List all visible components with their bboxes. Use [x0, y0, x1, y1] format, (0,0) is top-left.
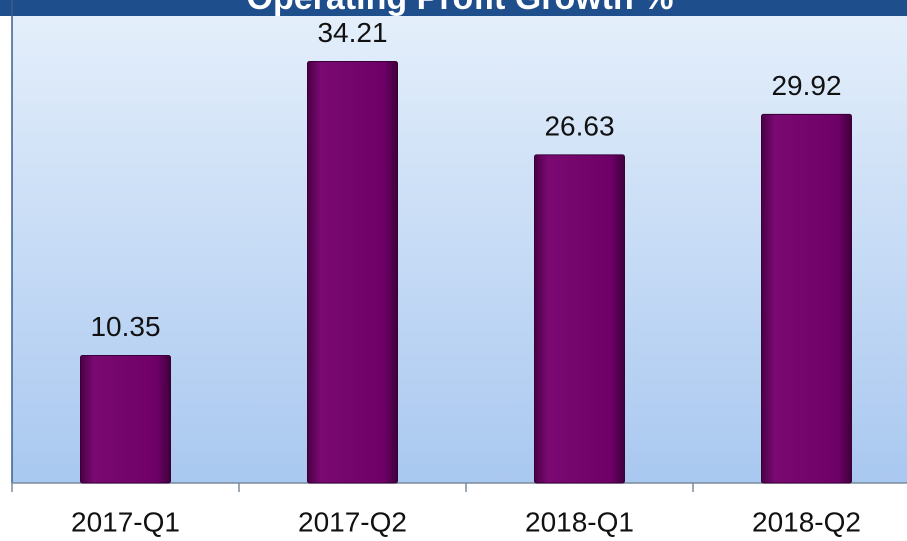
- chart-title: Operating Profit Growth %: [247, 0, 674, 17]
- x-tick-label: 2017-Q2: [298, 506, 407, 537]
- x-tick-label: 2018-Q2: [752, 506, 861, 537]
- value-label: 29.92: [771, 70, 841, 101]
- bar: [307, 61, 398, 484]
- bar: [761, 113, 852, 484]
- x-tick-label: 2018-Q1: [525, 506, 634, 537]
- value-label: 10.35: [90, 311, 160, 342]
- bar: [80, 354, 171, 484]
- value-label: 26.63: [544, 110, 614, 141]
- title-band: [0, 0, 907, 16]
- x-tick-label: 2017-Q1: [71, 506, 180, 537]
- value-label: 34.21: [317, 17, 387, 48]
- bar: [534, 154, 625, 484]
